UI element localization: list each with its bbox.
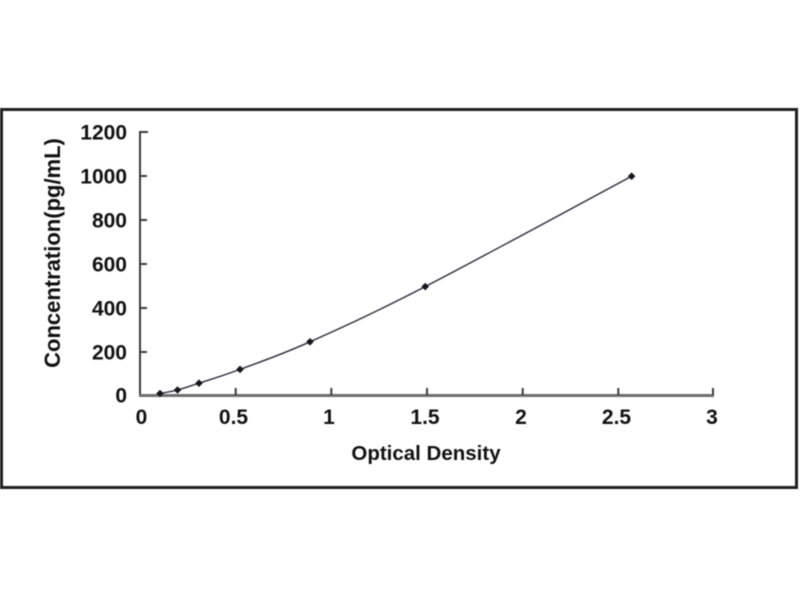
- svg-text:800: 800: [92, 210, 127, 233]
- svg-text:1.5: 1.5: [410, 406, 440, 429]
- svg-text:Concentration(pg/mL): Concentration(pg/mL): [40, 138, 65, 368]
- svg-text:0.5: 0.5: [219, 406, 249, 429]
- svg-text:2.5: 2.5: [602, 406, 632, 429]
- svg-text:3: 3: [706, 406, 718, 429]
- svg-text:400: 400: [92, 298, 127, 321]
- svg-text:0: 0: [136, 406, 148, 429]
- svg-text:600: 600: [92, 254, 127, 277]
- svg-text:0: 0: [115, 385, 127, 408]
- svg-text:Optical Density: Optical Density: [351, 442, 501, 465]
- svg-text:1200: 1200: [80, 122, 127, 145]
- svg-text:1000: 1000: [80, 166, 127, 189]
- svg-text:2: 2: [515, 406, 527, 429]
- svg-text:1: 1: [323, 406, 335, 429]
- svg-text:200: 200: [92, 342, 127, 365]
